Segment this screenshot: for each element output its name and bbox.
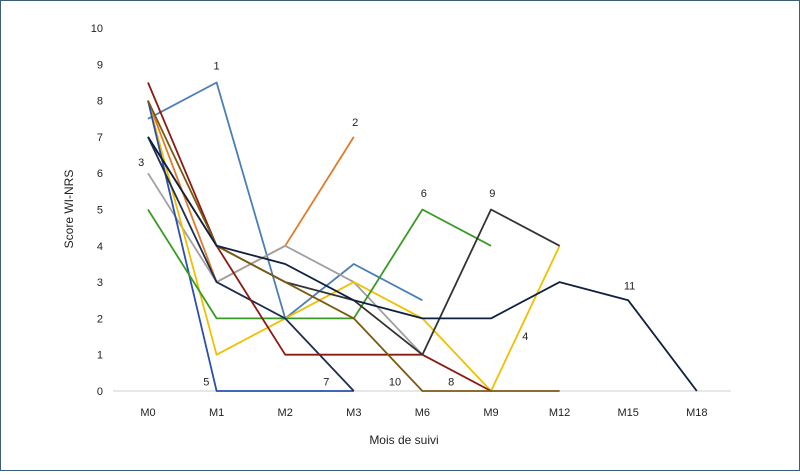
y-tick-label: 4	[97, 241, 103, 253]
series-label-11: 11	[624, 280, 635, 292]
series-line-6	[147, 208, 492, 320]
y-tick-label: 9	[97, 59, 103, 71]
series-label-6: 6	[421, 188, 427, 200]
x-axis-ticks: M0 M1 M2 M3 M6 M9 M12 M15 M18	[140, 407, 707, 419]
y-tick-label: 3	[97, 277, 103, 289]
x-tick-label: M0	[140, 407, 155, 419]
x-tick-label: M6	[415, 407, 430, 419]
x-tick-label: M1	[209, 407, 224, 419]
series-line-11	[147, 136, 698, 392]
series-label-8: 8	[448, 377, 454, 389]
series-label-2: 2	[352, 117, 358, 129]
series-label-4: 4	[522, 331, 528, 343]
x-tick-label: M3	[346, 407, 361, 419]
y-axis-title: Score WI-NRS	[62, 170, 76, 249]
series-line-10	[147, 100, 560, 392]
series-line-5	[147, 100, 354, 392]
x-tick-label: M2	[278, 407, 293, 419]
y-tick-label: 10	[91, 23, 103, 35]
series-label-9: 9	[489, 188, 495, 200]
series-label-10: 10	[389, 377, 401, 389]
y-axis-ticks: 0 1 2 3 4 5 6 7 8 9 10	[91, 23, 103, 398]
y-tick-label: 1	[97, 350, 103, 362]
series-lines	[147, 81, 698, 392]
series-line-8	[147, 82, 492, 392]
x-tick-label: M9	[483, 407, 498, 419]
series-line-4	[147, 100, 561, 392]
series-labels: 1 2 3 4 5 6 7 8 9 10 11	[138, 61, 635, 389]
series-label-1: 1	[214, 61, 220, 73]
x-tick-label: M18	[686, 407, 707, 419]
y-tick-label: 6	[97, 168, 103, 180]
x-axis-title: Mois de suivi	[369, 433, 438, 447]
y-tick-label: 2	[97, 313, 103, 325]
series-label-3: 3	[138, 157, 144, 169]
y-tick-label: 8	[97, 96, 103, 108]
y-tick-label: 7	[97, 132, 103, 144]
y-tick-label: 5	[97, 205, 103, 217]
series-label-5: 5	[203, 377, 209, 389]
y-tick-label: 0	[97, 386, 103, 398]
series-line-9	[147, 136, 561, 356]
series-label-7: 7	[323, 377, 329, 389]
x-tick-label: M15	[617, 407, 638, 419]
x-tick-label: M12	[549, 407, 570, 419]
